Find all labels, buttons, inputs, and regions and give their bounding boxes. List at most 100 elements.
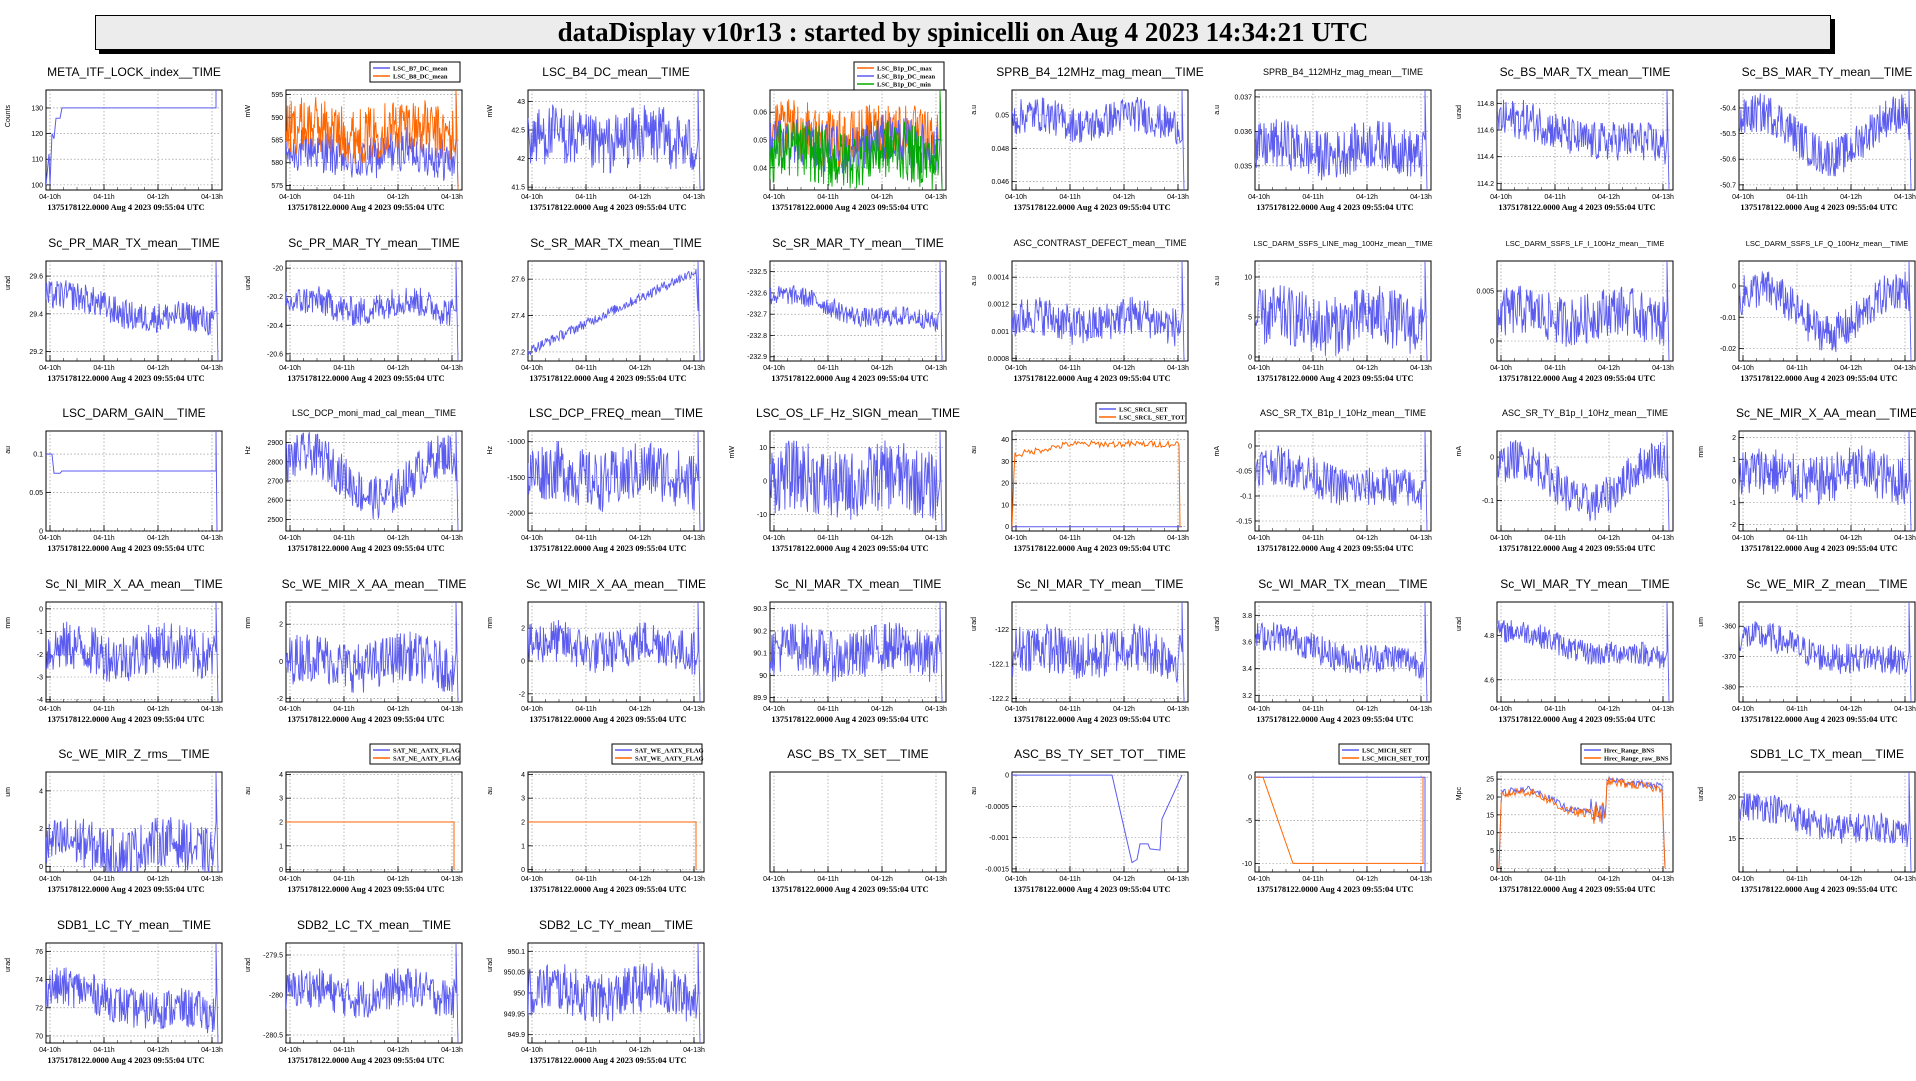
x-tick-label: 04-13h: [201, 706, 223, 713]
series-line: [1739, 90, 1912, 190]
plot-frame: [1254, 771, 1432, 873]
chart-panel: Sc_SR_MAR_TX_mean__TIME 27.2 27.4 27.6 04-10…: [511, 236, 705, 383]
timestamp-footer: 1375178122.0000 Aug 4 2023 09:55:04 UTC: [1740, 373, 1897, 383]
x-tick-label: 04-12h: [387, 365, 409, 372]
x-tick-label: 04-13h: [441, 194, 463, 201]
chart-panel: SDB2_LC_TY_mean__TIME 949.9 949.95 950 950.0…: [487, 918, 705, 1065]
x-tick-label: 04-13h: [683, 1047, 705, 1054]
x-tick-label: 04-12h: [871, 706, 893, 713]
x-tick-label: 04-12h: [147, 194, 169, 201]
x-tick-label: 04-11h: [1544, 194, 1565, 201]
y-tick-label: 42.5: [511, 128, 525, 135]
chart-panel: Sc_NE_MIR_X_AA_mean__TIME -2 -1 0 1 2 mm 04-10h…: [1698, 406, 1916, 553]
series-line: [286, 601, 459, 702]
x-tick-label: 04-10h: [279, 706, 301, 713]
timestamp-footer: 1375178122.0000 Aug 4 2023 09:55:04 UTC: [287, 1055, 444, 1065]
x-tick-label: 04-11h: [333, 365, 354, 372]
x-tick-label: 04-10h: [1490, 535, 1512, 542]
y-tick-label: 114.2: [1477, 181, 1494, 188]
chart-panel: ASC_SR_TY_B1p_I_10Hz_mean__TIME -0.1 0 mA 04…: [1456, 408, 1674, 553]
x-tick-label: 04-10h: [1005, 876, 1027, 883]
x-tick-label: 04-10h: [39, 876, 61, 883]
chart-title: ASC_CONTRAST_DEFECT_mean__TIME: [1013, 238, 1186, 248]
y-axis-label: mW: [729, 446, 736, 459]
y-tick-label: 949.95: [504, 1011, 526, 1018]
y-tick-label: 4.6: [1484, 677, 1494, 684]
title-banner: dataDisplay v10r13 : started by spinicel…: [95, 15, 1831, 50]
chart-panel: ASC_SR_TX_B1p_I_10Hz_mean__TIME -0.15 -0.1…: [1214, 408, 1432, 553]
chart-panel: LSC_DARM_GAIN__TIME 0 0.05 0.1 au 04-10h 04-11…: [5, 406, 223, 553]
y-axis-label: au: [5, 446, 12, 454]
x-tick-label: 04-13h: [1894, 194, 1916, 201]
y-tick-label: 0: [1248, 775, 1252, 782]
y-tick-label: 3.8: [1242, 612, 1252, 619]
y-axis-label: au: [971, 787, 978, 795]
x-tick-label: 04-13h: [201, 194, 223, 201]
y-tick-label: 0.05: [753, 138, 767, 145]
x-tick-label: 04-12h: [1598, 365, 1620, 372]
series-line: [46, 942, 219, 1043]
x-tick-label: 04-12h: [1598, 876, 1620, 883]
chart-title: SPRB_B4_112MHz_mag_mean__TIME: [1263, 67, 1423, 77]
y-tick-label: -10: [757, 512, 767, 519]
plot-frame: [45, 430, 223, 532]
x-tick-label: 04-12h: [871, 194, 893, 201]
x-tick-label: 04-13h: [1410, 706, 1432, 713]
y-tick-label: 72: [35, 1005, 43, 1012]
x-tick-label: 04-13h: [683, 194, 705, 201]
y-tick-label: -232.5: [747, 269, 767, 276]
y-tick-label: 950.1: [507, 948, 525, 955]
timestamp-footer: 1375178122.0000 Aug 4 2023 09:55:04 UTC: [1740, 884, 1897, 894]
chart-panel: LSC_OS_LF_Hz_SIGN_mean__TIME -10 0 10 mW 04-1…: [729, 406, 960, 553]
chart-title: Sc_WI_MAR_TX_mean__TIME: [1258, 577, 1427, 591]
y-tick-label: 0: [279, 658, 283, 665]
y-axis-label: mm: [1698, 446, 1705, 458]
chart-title: Sc_NI_MIR_X_AA_mean__TIME: [45, 577, 222, 591]
y-tick-label: 10: [759, 445, 767, 452]
y-tick-label: 3.2: [1242, 692, 1252, 699]
x-tick-label: 04-10h: [1248, 876, 1270, 883]
y-tick-label: 2: [521, 625, 525, 632]
x-tick-label: 04-13h: [1894, 706, 1916, 713]
chart-title: Sc_WE_MIR_Z_rms__TIME: [58, 747, 209, 761]
y-tick-label: -0.02: [1720, 346, 1736, 353]
y-tick-label: 90.1: [753, 650, 767, 657]
y-axis-label: urad: [5, 275, 12, 289]
x-tick-label: 04-10h: [279, 194, 301, 201]
timestamp-footer: 1375178122.0000 Aug 4 2023 09:55:04 UTC: [1498, 714, 1655, 724]
legend-entry: LSC_MICH_SET_TOT: [1362, 756, 1429, 763]
x-tick-label: 04-11h: [1544, 535, 1565, 542]
timestamp-footer: 1375178122.0000 Aug 4 2023 09:55:04 UTC: [1498, 373, 1655, 383]
x-tick-label: 04-13h: [1167, 706, 1189, 713]
y-tick-label: -0.0005: [985, 804, 1009, 811]
y-tick-label: -232.7: [747, 311, 767, 318]
x-tick-label: 04-10h: [279, 365, 301, 372]
plot-frame: [769, 601, 947, 702]
chart-panel: Sc_NI_MIR_X_AA_mean__TIME -4 -3 -2 -1 0 mm 04-1…: [5, 577, 223, 724]
y-axis-label: a.u: [1214, 275, 1221, 285]
x-tick-label: 04-10h: [521, 535, 543, 542]
y-tick-label: -5: [1246, 818, 1252, 825]
x-tick-label: 04-10h: [1005, 365, 1027, 372]
timestamp-footer: 1375178122.0000 Aug 4 2023 09:55:04 UTC: [1740, 202, 1897, 212]
y-tick-label: 100: [31, 182, 43, 189]
timestamp-footer: 1375178122.0000 Aug 4 2023 09:55:04 UTC: [529, 373, 686, 383]
y-axis-label: mA: [1456, 446, 1463, 457]
y-tick-label: 2: [1732, 435, 1736, 442]
y-tick-label: -2000: [507, 511, 525, 518]
y-tick-label: -232.6: [747, 290, 767, 297]
y-tick-label: 29.6: [29, 273, 43, 280]
series-line: [286, 431, 459, 531]
chart-panel: Sc_BS_MAR_TY_mean__TIME -50.7 -50.6 -50.5 -5…: [1720, 65, 1916, 212]
y-tick-label: 0: [279, 867, 283, 874]
legend-entry: Hrec_Range_BNS: [1604, 748, 1655, 755]
legend-entry: LSC_SRCL_SET_TOT: [1119, 415, 1185, 422]
y-tick-label: -4: [37, 697, 43, 704]
chart-title: SDB1_LC_TY_mean__TIME: [57, 918, 211, 932]
timestamp-footer: 1375178122.0000 Aug 4 2023 09:55:04 UTC: [529, 714, 686, 724]
y-tick-label: 10: [1244, 274, 1252, 281]
y-tick-label: 2600: [267, 498, 283, 505]
y-tick-label: 0.06: [753, 110, 767, 117]
y-tick-label: 0.04: [753, 165, 767, 172]
